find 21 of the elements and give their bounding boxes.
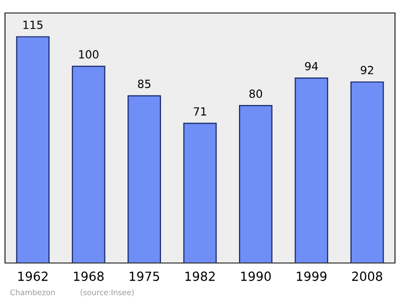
- data-label: 71: [194, 107, 206, 116]
- bar: [128, 95, 161, 263]
- bar: [183, 122, 217, 263]
- data-label: 92: [360, 66, 374, 74]
- x-tick-label: 1982: [185, 272, 215, 282]
- data-label: 85: [138, 80, 150, 88]
- data-label: 94: [305, 62, 318, 70]
- x-tick-label: 1968: [74, 272, 104, 282]
- x-tick-label: 1975: [130, 272, 160, 282]
- bar: [239, 105, 272, 263]
- data-label: 115: [23, 20, 42, 30]
- bar: [72, 66, 106, 263]
- data-label: 100: [79, 50, 98, 59]
- x-tick-label: 2008: [352, 272, 382, 282]
- x-tick-label: 1962: [18, 272, 48, 282]
- x-tick-label: 1999: [296, 272, 326, 282]
- x-tick-label: 1990: [241, 272, 271, 282]
- bar: [294, 78, 328, 263]
- data-label: 80: [249, 90, 262, 98]
- bar: [350, 81, 384, 263]
- bar: [16, 36, 50, 263]
